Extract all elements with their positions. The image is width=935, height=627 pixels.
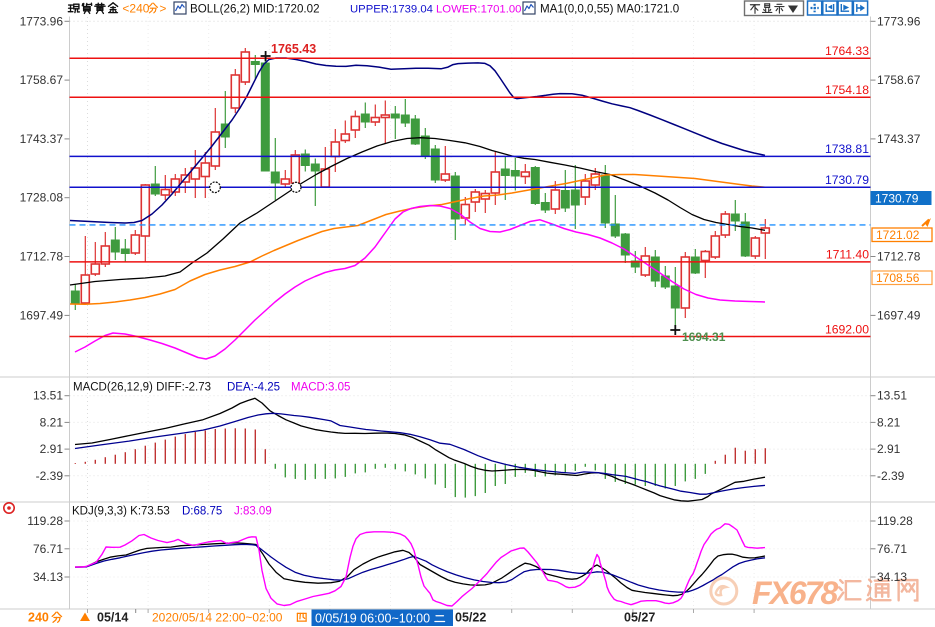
- svg-text:-2.39: -2.39: [877, 469, 905, 483]
- svg-text:<240: <240: [122, 2, 149, 16]
- svg-text:34.13: 34.13: [877, 570, 907, 584]
- svg-text:2.91: 2.91: [40, 442, 64, 456]
- svg-text:1738.81: 1738.81: [825, 142, 869, 156]
- svg-text:MACD:3.05: MACD:3.05: [291, 382, 350, 394]
- svg-text:0/05/19 06:00~10:00: 0/05/19 06:00~10:00: [315, 612, 430, 626]
- svg-text:1764.33: 1764.33: [825, 44, 869, 58]
- svg-text:1758.67: 1758.67: [877, 73, 921, 87]
- svg-text:1773.96: 1773.96: [877, 14, 921, 28]
- svg-text:1694.31: 1694.31: [682, 330, 726, 344]
- svg-text:05/14: 05/14: [97, 611, 128, 625]
- svg-text:KDJ(9,3,3) K:73.53: KDJ(9,3,3) K:73.53: [72, 506, 170, 518]
- svg-text:MA1(0,0,0,55) MA0:1721.0: MA1(0,0,0,55) MA0:1721.0: [540, 3, 679, 16]
- svg-text:34.13: 34.13: [33, 570, 63, 584]
- svg-text:76.71: 76.71: [33, 542, 63, 556]
- svg-text:2.91: 2.91: [877, 442, 901, 456]
- svg-text:13.51: 13.51: [33, 389, 63, 403]
- svg-text:1758.67: 1758.67: [20, 73, 64, 87]
- svg-text:LOWER:1701.00: LOWER:1701.00: [436, 4, 521, 16]
- svg-text:J:83.09: J:83.09: [234, 506, 272, 518]
- svg-text:BOLL(26,2) MID:1720.02: BOLL(26,2) MID:1720.02: [190, 3, 320, 16]
- svg-text:76.71: 76.71: [877, 542, 907, 556]
- svg-text:05/27: 05/27: [624, 611, 655, 625]
- svg-text:05/22: 05/22: [455, 611, 486, 625]
- svg-text:2020/05/14 22:00~02:00: 2020/05/14 22:00~02:00: [152, 611, 283, 625]
- svg-text:1711.40: 1711.40: [826, 248, 869, 262]
- svg-text:>: >: [159, 2, 166, 16]
- svg-text:240: 240: [28, 611, 49, 625]
- svg-text:DEA:-4.25: DEA:-4.25: [227, 382, 280, 394]
- svg-text:1708.56: 1708.56: [876, 271, 920, 285]
- svg-text:MACD(26,12,9) DIFF:-2.73: MACD(26,12,9) DIFF:-2.73: [73, 382, 211, 394]
- svg-text:1754.18: 1754.18: [825, 83, 869, 97]
- svg-text:13.51: 13.51: [877, 389, 907, 403]
- svg-text:1697.49: 1697.49: [20, 308, 64, 322]
- svg-text:1730.79: 1730.79: [825, 173, 869, 187]
- svg-text:1692.00: 1692.00: [825, 322, 869, 336]
- svg-text:-2.39: -2.39: [36, 469, 64, 483]
- svg-text:1743.37: 1743.37: [20, 132, 64, 146]
- svg-text:1773.96: 1773.96: [20, 14, 64, 28]
- svg-text:1721.02: 1721.02: [876, 228, 920, 242]
- svg-text:1712.78: 1712.78: [20, 250, 64, 264]
- svg-text:UPPER:1739.04: UPPER:1739.04: [350, 4, 433, 16]
- svg-text:1730.79: 1730.79: [875, 192, 919, 206]
- svg-text:D:68.75: D:68.75: [182, 506, 222, 518]
- svg-text:1743.37: 1743.37: [877, 132, 921, 146]
- svg-text:1765.43: 1765.43: [271, 42, 316, 56]
- svg-text:1712.78: 1712.78: [877, 250, 921, 264]
- svg-text:8.21: 8.21: [877, 415, 901, 429]
- svg-text:1697.49: 1697.49: [877, 308, 921, 322]
- svg-text:8.21: 8.21: [40, 415, 64, 429]
- svg-text:119.28: 119.28: [877, 514, 913, 528]
- svg-text:FX678: FX678: [752, 575, 838, 611]
- svg-text:1728.08: 1728.08: [20, 191, 64, 205]
- svg-text:119.28: 119.28: [27, 514, 63, 528]
